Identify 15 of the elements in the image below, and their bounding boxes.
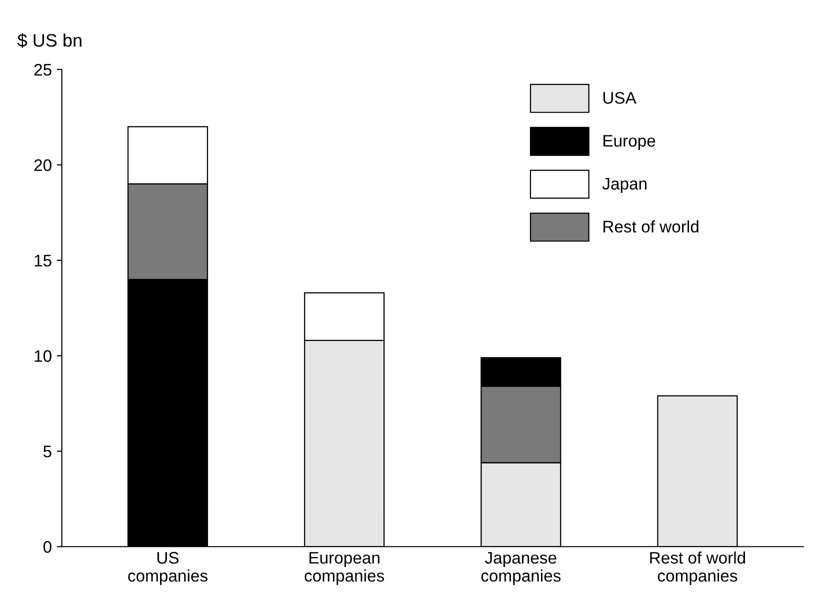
- x-tick-label: Rest of world companies: [650, 551, 746, 585]
- y-tick-label: 15: [34, 254, 52, 267]
- y-axis-title: $ US bn: [18, 33, 82, 48]
- y-tick-label: 5: [43, 446, 52, 458]
- legend-label: Rest of world: [604, 220, 698, 233]
- x-tick-label: European companies: [304, 552, 384, 585]
- x-tick-label: Japanese companies: [481, 552, 561, 585]
- legend-label: Europe: [604, 135, 656, 150]
- legend-label: USA: [603, 92, 636, 104]
- y-tick-label: 25: [34, 64, 52, 76]
- y-tick-label: 10: [34, 350, 52, 362]
- legend-label: Japan: [602, 178, 646, 193]
- x-tick-label: US companies: [128, 552, 208, 585]
- y-tick-label: 20: [34, 159, 52, 172]
- y-tick-label: 0: [43, 541, 52, 553]
